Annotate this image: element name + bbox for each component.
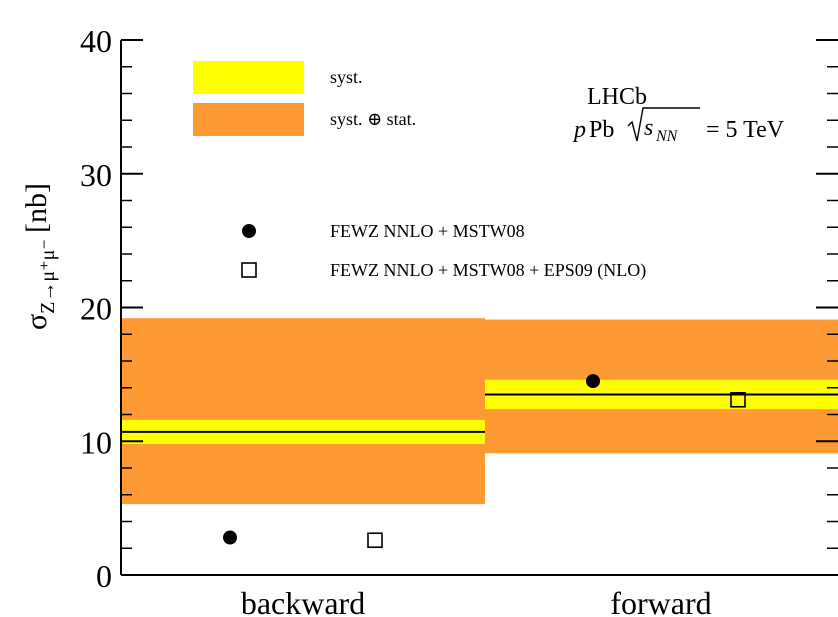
y-axis-label: σZ→μ⁺μ⁻ [nb] [20,183,59,330]
collision-energy: = 5 TeV [706,117,785,143]
y-axis-label-unit: [nb] [20,183,53,233]
sqrt-s: s [644,115,653,141]
y-axis-label-main: σ [20,314,53,330]
category-label-forward: forward [610,585,711,617]
legend-swatch-syst [193,61,304,94]
y-tick-label: 0 [96,558,112,594]
point-fewz-eps09-backward [367,532,383,549]
legend-label-syst: syst. [330,67,363,87]
ticks-layer: 0 10 20 30 40 [80,23,838,594]
point-fewz-eps09-forward [730,391,746,408]
y-tick-label: 10 [80,424,112,460]
sqrt-sign [627,107,700,142]
legend-marker-fewz [242,224,256,238]
total-band-backward [121,318,485,505]
collision-system-p: p [572,117,586,143]
legend-label-fewz-eps09: FEWZ NNLO + MSTW08 + EPS09 (NLO) [330,260,646,281]
bands-layer [121,318,838,505]
point-fewz-backward [223,530,237,545]
legend-marker-fewz-eps09 [241,262,257,278]
category-label-backward: backward [241,585,365,617]
y-tick-label: 30 [80,157,112,193]
points-layer [223,374,746,549]
legend-label-total: syst. ⊕ stat. [330,109,416,129]
y-axis-label-subscript: Z→μ⁺μ⁻ [37,239,59,314]
collision-system-pb: Pb [589,117,614,143]
y-tick-label: 40 [80,23,112,59]
experiment-name: LHCb [587,84,647,110]
legend-label-fewz: FEWZ NNLO + MSTW08 [330,221,525,241]
central-lines-layer [121,393,838,433]
sqrt-s-subscript: NN [655,128,679,145]
y-tick-label: 20 [80,291,112,327]
point-fewz-forward [586,374,600,389]
legend-swatch-total [193,103,304,136]
legend: syst. syst. ⊕ stat. FEWZ NNLO + MSTW08 F… [193,61,646,281]
experiment-annotation: LHCb p Pb s NN = 5 TeV [572,84,785,145]
